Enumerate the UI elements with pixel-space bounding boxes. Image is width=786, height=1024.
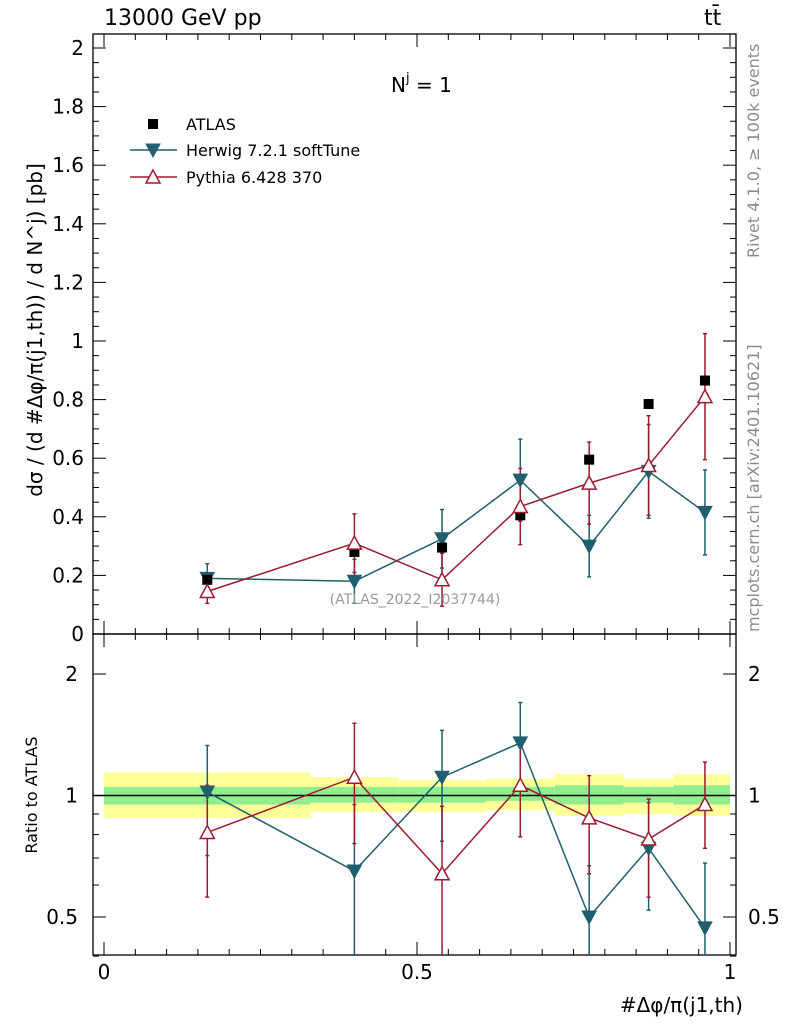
main-y-tick-label: 0.8 bbox=[52, 388, 84, 412]
herwig-line bbox=[207, 470, 706, 583]
main-y-tick-label: 1 bbox=[71, 329, 84, 353]
main-y-tick-label: 0.4 bbox=[52, 505, 84, 529]
ratio-y-tick-label-right: 2 bbox=[748, 662, 761, 686]
herwig-ratio-point bbox=[581, 910, 597, 926]
ratio-y-tick-label-right: 0.5 bbox=[748, 905, 780, 929]
pythia-ratio-point bbox=[580, 809, 598, 825]
herwig-ratio-point bbox=[512, 736, 529, 751]
ratio-y-tick-label: 2 bbox=[65, 662, 78, 686]
njet-label: Nj = 1 bbox=[391, 71, 452, 97]
pythia-point bbox=[433, 571, 451, 587]
herwig-ratio-point bbox=[346, 864, 363, 880]
main-y-tick-label: 1.6 bbox=[52, 153, 84, 177]
ratio-y-tick-label: 0.5 bbox=[46, 905, 78, 929]
legend-herwig-label: Herwig 7.2.1 softTune bbox=[186, 141, 360, 160]
herwig-ratio-point bbox=[434, 770, 450, 786]
axis-labels: dσ / (d #Δφ/π(j1,th)) / d N^j) [pb] Ratio… bbox=[22, 163, 743, 1017]
herwig-point bbox=[434, 532, 450, 547]
main-y-tick-label: 0.6 bbox=[52, 446, 84, 470]
herwig-ratio-line bbox=[206, 741, 706, 929]
legend-herwig-marker bbox=[145, 143, 161, 159]
main-y-tick-label: 0.2 bbox=[52, 563, 84, 587]
pythia-ratio-point bbox=[199, 823, 216, 840]
atlas-point bbox=[515, 510, 526, 521]
ratio-series bbox=[199, 701, 714, 955]
pythia-ratio-point bbox=[640, 830, 657, 846]
plot-title-right: tt̄ bbox=[704, 6, 722, 31]
pythia-point bbox=[580, 474, 598, 490]
pythia-point bbox=[199, 582, 216, 599]
ratio-y-tick-label: 1 bbox=[65, 784, 78, 808]
herwig-ratio-point bbox=[199, 785, 216, 801]
herwig-ratio-point bbox=[697, 921, 713, 936]
herwig-point bbox=[697, 505, 713, 521]
pythia-ratio-point bbox=[433, 865, 451, 881]
herwig-point bbox=[581, 539, 597, 555]
pythia-ratio-point bbox=[696, 795, 714, 812]
atlas-point bbox=[699, 375, 710, 386]
ratio-x-tick-label: 0 bbox=[98, 960, 111, 984]
atlas-point bbox=[202, 574, 213, 585]
legend-atlas-label: ATLAS bbox=[186, 115, 236, 134]
main-panel: 0 0.2 0.4 0.6 0.8 1 1.2 1.4 1.6 1.8 2 ATLAS Herwig 7… bbox=[52, 33, 737, 646]
analysis-id-label: (ATLAS_2022_I2037744) bbox=[330, 592, 501, 608]
main-y-axis-label: dσ / (d #Δφ/π(j1,th)) / d N^j) [pb] bbox=[23, 163, 47, 497]
pythia-point bbox=[640, 456, 657, 473]
ratio-frame bbox=[92, 633, 737, 956]
main-series bbox=[199, 332, 714, 607]
herwig-point bbox=[512, 473, 529, 489]
herwig-point bbox=[346, 574, 363, 590]
atlas-point bbox=[584, 454, 595, 465]
main-y-tick-label: 1.2 bbox=[52, 270, 84, 294]
pythia-point bbox=[346, 534, 363, 550]
plot-title-left: 13000 GeV pp bbox=[104, 6, 262, 31]
ratio-y-tick-label-right: 1 bbox=[748, 784, 761, 808]
pythia-point bbox=[512, 497, 529, 514]
pythia-ratio-point bbox=[346, 768, 363, 784]
legend-pythia-marker bbox=[144, 168, 162, 184]
main-y-tick-label: 2 bbox=[71, 36, 84, 60]
main-y-tick-label: 0 bbox=[71, 622, 84, 646]
x-axis-label: #Δφ/π(j1,th) bbox=[620, 993, 743, 1017]
main-y-tick-label: 1.4 bbox=[52, 212, 84, 236]
pythia-point bbox=[696, 388, 714, 404]
legend-atlas-marker bbox=[148, 119, 158, 129]
pythia-ratio-point bbox=[512, 776, 529, 793]
ratio-x-tick-label: 0.5 bbox=[401, 960, 433, 984]
atlas-point bbox=[437, 542, 448, 553]
ratio-x-tick-label: 1 bbox=[724, 960, 737, 984]
atlas-point bbox=[349, 546, 360, 557]
legend-pythia-label: Pythia 6.428 370 bbox=[186, 168, 322, 187]
ratio-panel: 0 0.5 1 0.5 0.5 1 1 2 2 bbox=[46, 633, 780, 984]
atlas-point bbox=[643, 398, 654, 409]
ratio-y-axis-label: Ratio to ATLAS bbox=[22, 736, 41, 853]
main-y-tick-label: 1.8 bbox=[52, 95, 84, 119]
